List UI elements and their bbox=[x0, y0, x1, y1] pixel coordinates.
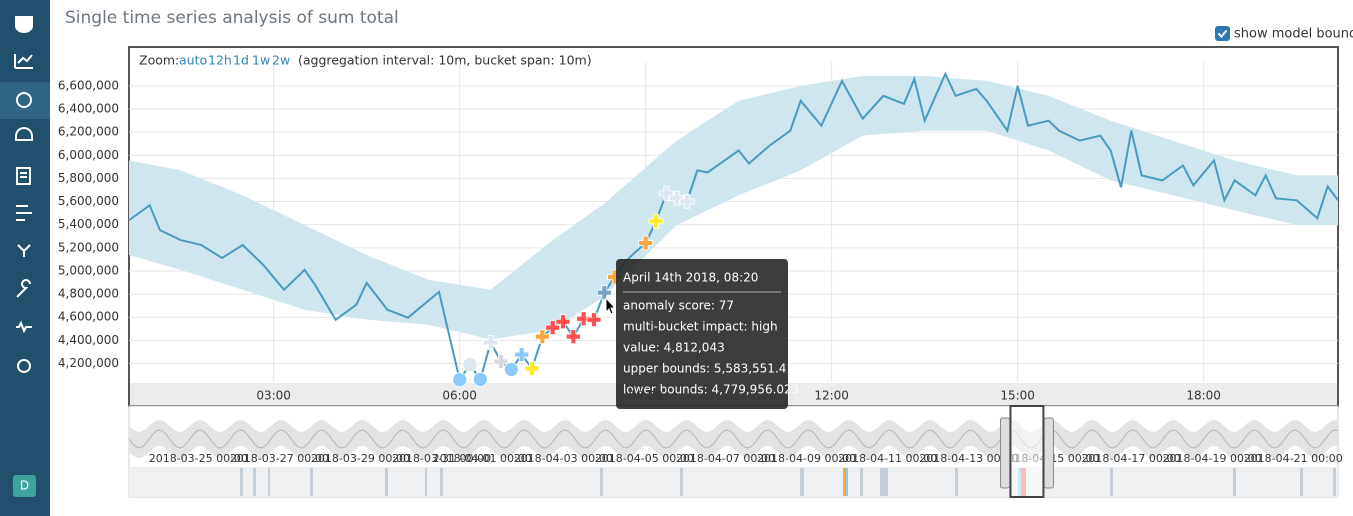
swimlane bbox=[129, 467, 1338, 497]
y-tick-label: 6,400,000 bbox=[58, 102, 119, 116]
anomaly-marker[interactable] bbox=[658, 185, 674, 201]
context-tick-label: 2018-04-17 00:00 bbox=[1081, 452, 1180, 465]
x-tick-label: 15:00 bbox=[1000, 389, 1035, 403]
context-line bbox=[128, 429, 1339, 449]
y-tick-label: 5,000,000 bbox=[58, 263, 119, 277]
y-tick-label: 5,800,000 bbox=[58, 171, 119, 185]
icon-apm[interactable] bbox=[16, 205, 32, 221]
icon-graph[interactable] bbox=[17, 244, 31, 257]
sidebar bbox=[0, 0, 50, 516]
model-bounds bbox=[129, 75, 1338, 340]
anomaly-marker[interactable] bbox=[648, 213, 664, 229]
anomaly-marker[interactable] bbox=[638, 235, 654, 251]
x-tick-label: 06:00 bbox=[442, 389, 477, 403]
context-tick-label: 2018-04-07 00:00 bbox=[676, 452, 775, 465]
x-tick-label: 12:00 bbox=[814, 389, 849, 403]
context-tick-label: 2018-03-25 00:00 bbox=[149, 452, 248, 465]
x-tick-label: 18:00 bbox=[1186, 389, 1221, 403]
icon-discover[interactable] bbox=[15, 16, 33, 33]
context-tick-label: 2018-03-29 00:00 bbox=[311, 452, 410, 465]
checkbox-tick bbox=[1217, 29, 1228, 38]
icon-logs[interactable] bbox=[16, 167, 31, 185]
zoom-label: Zoom: bbox=[139, 53, 179, 68]
zoom-option[interactable]: auto bbox=[179, 53, 207, 68]
tooltip-line: anomaly score: 77 bbox=[623, 299, 734, 313]
context-tick-label: 2018-04-09 00:00 bbox=[757, 452, 856, 465]
zoom-option[interactable]: 2w bbox=[272, 53, 290, 68]
anomaly-marker[interactable] bbox=[462, 357, 478, 372]
y-tick-label: 6,000,000 bbox=[58, 148, 119, 162]
avatar-initial: D bbox=[20, 479, 29, 493]
anomaly-marker[interactable] bbox=[514, 347, 530, 362]
anomaly-marker[interactable] bbox=[503, 362, 519, 377]
y-tick-label: 5,600,000 bbox=[58, 194, 119, 208]
avatar[interactable] bbox=[13, 475, 36, 497]
y-tick-label: 4,800,000 bbox=[58, 287, 119, 301]
brush-handle[interactable] bbox=[1043, 417, 1054, 489]
context-tick-label: 2018-04-03 00:00 bbox=[514, 452, 613, 465]
anomaly-marker[interactable] bbox=[576, 311, 592, 327]
anomaly-marker[interactable] bbox=[493, 354, 509, 369]
zoom-note: (aggregation interval: 10m, bucket span:… bbox=[298, 53, 592, 68]
y-tick-label: 5,400,000 bbox=[58, 217, 119, 231]
anomaly-marker[interactable] bbox=[545, 320, 561, 336]
context-tick-label: 2018-04-05 00:00 bbox=[595, 452, 694, 465]
y-tick-label: 4,200,000 bbox=[58, 356, 119, 370]
checkbox-label[interactable]: show model bounds bbox=[1234, 27, 1353, 42]
anomaly-marker[interactable] bbox=[679, 193, 695, 209]
cursor bbox=[605, 296, 617, 315]
y-tick-label: 4,600,000 bbox=[58, 310, 119, 324]
zoom-option[interactable]: 1w bbox=[252, 53, 270, 68]
x-tick-label: 03:00 bbox=[256, 389, 291, 403]
context-tick-label: 2018-04-13 00:00 bbox=[919, 452, 1018, 465]
context-tick-label: 2018-04-21 00:00 bbox=[1244, 452, 1343, 465]
tooltip-line: lower bounds: 4,779,956.023 bbox=[623, 383, 799, 397]
tooltip-line: upper bounds: 5,583,551.411 bbox=[623, 362, 802, 376]
y-tick-label: 6,200,000 bbox=[58, 125, 119, 139]
page-title: Single time series analysis of sum total bbox=[65, 8, 399, 28]
icon-monitoring[interactable] bbox=[16, 320, 32, 334]
tooltip-line: value: 4,812,043 bbox=[623, 341, 725, 355]
tooltip-line: multi-bucket impact: high bbox=[623, 320, 778, 334]
anomaly-marker[interactable] bbox=[669, 190, 685, 206]
anomaly-marker[interactable] bbox=[452, 372, 468, 388]
anomaly-marker[interactable] bbox=[586, 312, 602, 328]
context-tick-label: 2018-04-19 00:00 bbox=[1163, 452, 1262, 465]
tooltip-box bbox=[616, 259, 788, 409]
zoom-option[interactable]: 12h bbox=[208, 53, 232, 68]
anomaly-marker[interactable] bbox=[483, 335, 499, 350]
sidebar-active bbox=[0, 82, 50, 119]
brush-handle[interactable] bbox=[999, 417, 1010, 489]
y-tick-label: 6,600,000 bbox=[58, 78, 119, 92]
anomaly-marker[interactable] bbox=[524, 361, 540, 376]
context-tick-label: 2018-03-31 00:00 bbox=[392, 452, 491, 465]
anomaly-marker[interactable] bbox=[565, 329, 581, 345]
sidebar-icons bbox=[14, 16, 33, 373]
anomaly-marker[interactable] bbox=[555, 314, 571, 330]
context-tick-label: 2018-03-27 00:00 bbox=[230, 452, 329, 465]
context-selection[interactable] bbox=[1009, 405, 1045, 498]
tooltip: April 14th 2018, 08:20 anomaly score: 77… bbox=[616, 259, 802, 409]
zoom-option[interactable]: 1d bbox=[233, 53, 249, 68]
icon-devtools[interactable] bbox=[16, 279, 31, 298]
series-line bbox=[128, 71, 1339, 383]
tooltip-title: April 14th 2018, 08:20 bbox=[623, 271, 758, 285]
context-tick-label: 2018-04-11 00:00 bbox=[838, 452, 937, 465]
x-tick-label: 09:00 bbox=[628, 389, 663, 403]
context-tick-label: 2018-04-01 00:00 bbox=[433, 452, 532, 465]
y-tick-label: 4,400,000 bbox=[58, 333, 119, 347]
anomaly-marker[interactable] bbox=[534, 329, 550, 345]
checkbox[interactable] bbox=[1215, 26, 1230, 41]
y-tick-label: 5,200,000 bbox=[58, 240, 119, 254]
icon-visualize[interactable] bbox=[14, 54, 33, 69]
anomaly-marker[interactable] bbox=[472, 372, 488, 387]
icon-settings[interactable] bbox=[17, 359, 31, 373]
icon-infra[interactable] bbox=[15, 127, 33, 141]
icon-ml[interactable] bbox=[16, 92, 32, 108]
